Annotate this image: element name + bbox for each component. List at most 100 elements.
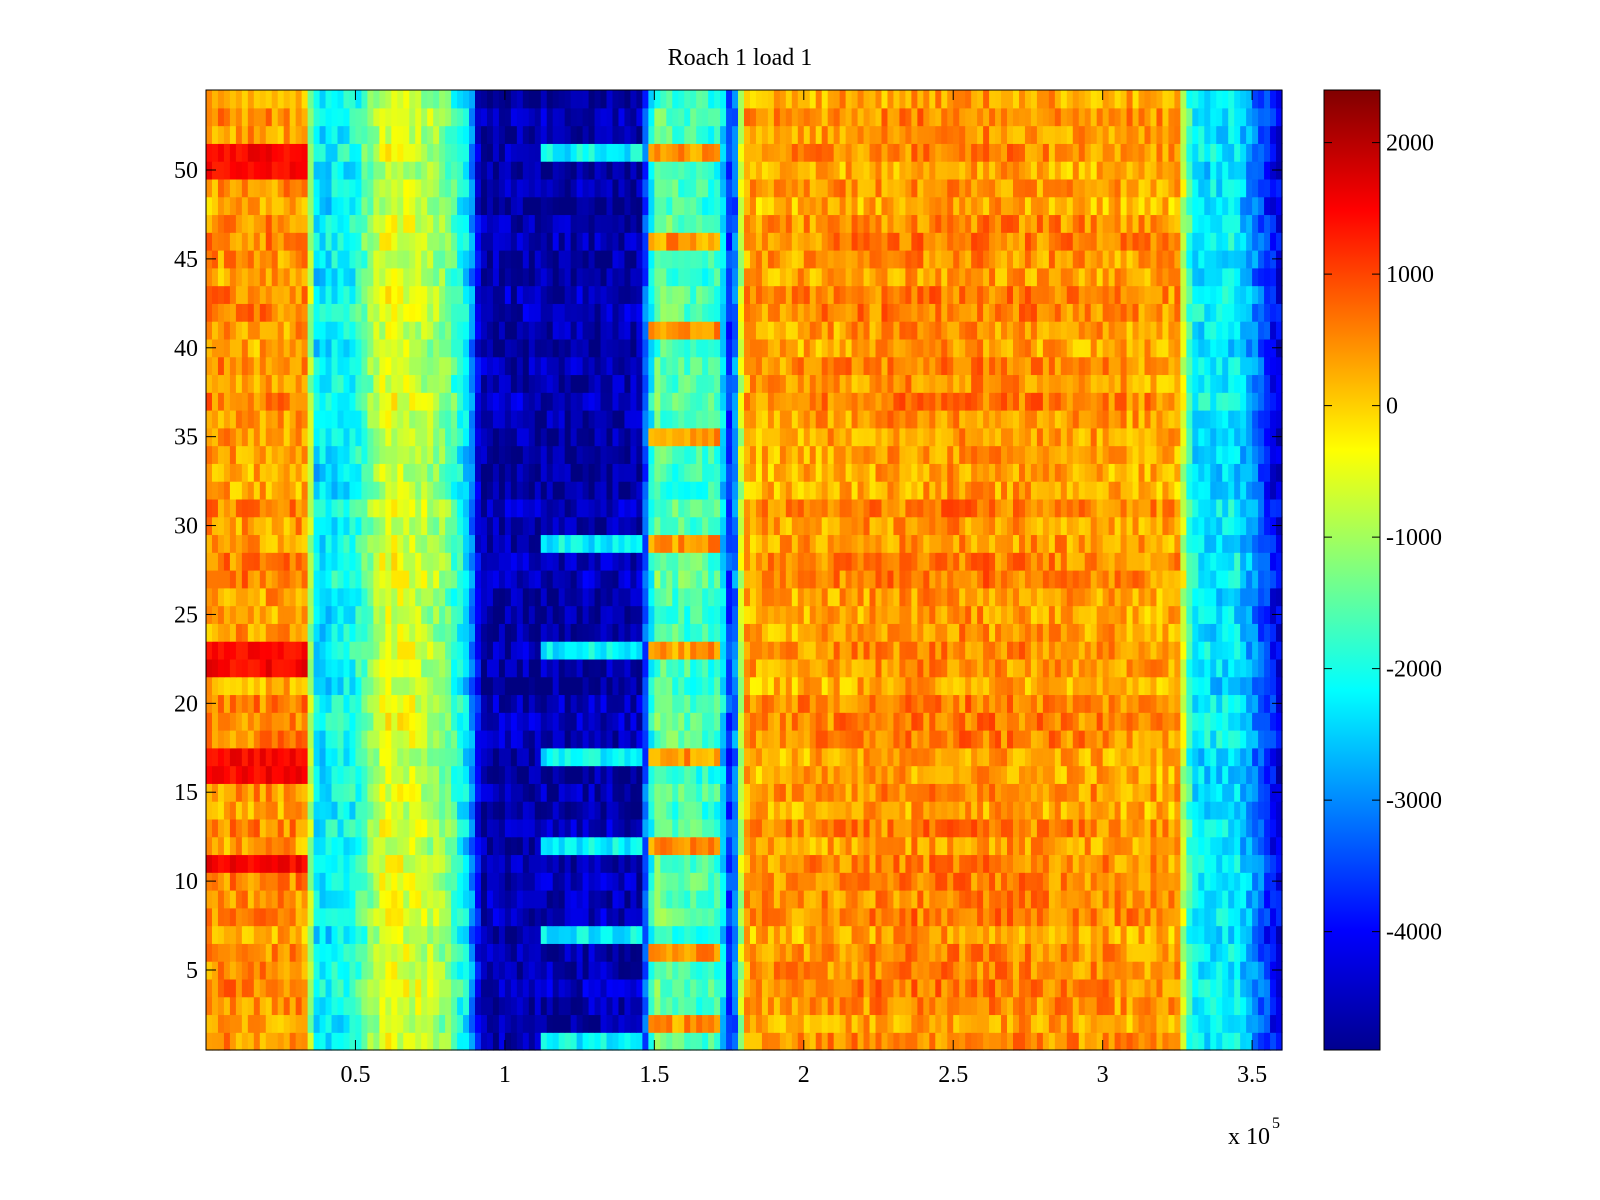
heatmap-cell: [486, 783, 494, 802]
heatmap-cell: [761, 765, 769, 784]
heatmap-cell: [534, 623, 542, 642]
heatmap-cell: [289, 854, 297, 873]
heatmap-cell: [546, 765, 554, 784]
heatmap-cell: [295, 658, 303, 678]
heatmap-cell: [325, 712, 333, 731]
heatmap-cell: [528, 623, 536, 642]
heatmap-cell: [642, 641, 649, 660]
heatmap-cell: [217, 694, 225, 713]
heatmap-cell: [367, 552, 374, 571]
heatmap-cell: [905, 658, 912, 678]
heatmap-cell: [1126, 925, 1134, 944]
heatmap-cell: [367, 818, 374, 838]
heatmap-cell: [271, 818, 279, 838]
heatmap-cell: [606, 925, 614, 944]
heatmap-cell: [247, 694, 255, 713]
heatmap-cell: [612, 978, 620, 998]
heatmap-cell: [522, 605, 530, 624]
heatmap-cell: [367, 872, 374, 891]
heatmap-cell: [576, 996, 584, 1016]
heatmap-cell: [684, 676, 691, 696]
heatmap-cell: [744, 801, 751, 820]
heatmap-cell: [223, 676, 231, 696]
heatmap-cell: [1258, 978, 1265, 998]
heatmap-cell: [307, 765, 315, 784]
heatmap-cell: [1084, 907, 1092, 927]
heatmap-cell: [642, 730, 649, 749]
heatmap-cell: [277, 854, 285, 873]
heatmap-cell: [911, 552, 918, 571]
heatmap-cell: [433, 943, 440, 962]
heatmap-cell: [1276, 1014, 1283, 1033]
heatmap-cell: [361, 676, 368, 696]
heatmap-cell: [887, 605, 895, 624]
heatmap-cell: [827, 818, 835, 838]
heatmap-cell: [917, 587, 924, 607]
heatmap-cell: [1258, 996, 1265, 1016]
heatmap-cell: [283, 783, 291, 802]
heatmap-cell: [457, 996, 464, 1016]
heatmap-cell: [935, 765, 942, 784]
heatmap-cell: [953, 765, 960, 784]
heatmap-cell: [821, 890, 829, 909]
heatmap-cell: [1192, 943, 1199, 962]
heatmap-cell: [791, 570, 799, 589]
heatmap-cell: [953, 818, 960, 838]
heatmap-cell: [277, 1014, 285, 1033]
heatmap-cell: [1156, 854, 1164, 873]
heatmap-cell: [875, 676, 883, 696]
heatmap-cell: [839, 943, 847, 962]
heatmap-cell: [528, 818, 536, 838]
heatmap-cell: [785, 765, 793, 784]
heatmap-cell: [941, 605, 948, 624]
heatmap-cell: [720, 570, 727, 589]
heatmap-cell: [1198, 801, 1205, 820]
heatmap-cell: [1060, 1032, 1068, 1051]
heatmap-cell: [606, 641, 614, 660]
heatmap-cell: [833, 907, 841, 927]
heatmap-cell: [1018, 641, 1026, 660]
heatmap-cell: [1180, 943, 1187, 962]
heatmap-cell: [732, 1032, 739, 1051]
heatmap-cell: [1126, 961, 1134, 980]
heatmap-cell: [349, 801, 357, 820]
heatmap-cell: [941, 747, 948, 767]
heatmap-cell: [373, 818, 380, 838]
heatmap-cell: [343, 836, 351, 856]
heatmap-cell: [373, 854, 380, 873]
heatmap-cell: [588, 801, 596, 820]
heatmap-cell: [1162, 694, 1170, 713]
heatmap-cell: [1066, 907, 1074, 927]
heatmap-cell: [642, 818, 649, 838]
heatmap-cell: [331, 730, 339, 749]
heatmap-cell: [935, 552, 942, 571]
heatmap-cell: [510, 747, 518, 767]
heatmap-cell: [1222, 605, 1229, 624]
heatmap-cell: [475, 801, 482, 820]
heatmap-cell: [337, 872, 345, 891]
heatmap-cell: [995, 605, 1002, 624]
heatmap-cell: [803, 872, 811, 891]
heatmap-cell: [1054, 783, 1062, 802]
heatmap-cell: [594, 1014, 602, 1033]
heatmap-cell: [606, 658, 614, 678]
heatmap-cell: [355, 552, 363, 571]
heatmap-cell: [1007, 765, 1014, 784]
heatmap-cell: [1150, 890, 1158, 909]
heatmap-cell: [439, 872, 446, 891]
heatmap-cell: [223, 552, 231, 571]
heatmap-cell: [1204, 925, 1211, 944]
heatmap-cell: [343, 1014, 351, 1033]
heatmap-cell: [528, 694, 536, 713]
heatmap-cell: [1138, 907, 1146, 927]
heatmap-cell: [546, 605, 554, 624]
heatmap-cell: [660, 907, 667, 927]
heatmap-cell: [445, 854, 452, 873]
heatmap-cell: [923, 925, 930, 944]
heatmap-cell: [917, 570, 924, 589]
heatmap-cell: [714, 836, 721, 856]
heatmap-cell: [738, 854, 745, 873]
heatmap-cell: [510, 801, 518, 820]
heatmap-cell: [1264, 872, 1271, 891]
heatmap-cell: [666, 783, 673, 802]
